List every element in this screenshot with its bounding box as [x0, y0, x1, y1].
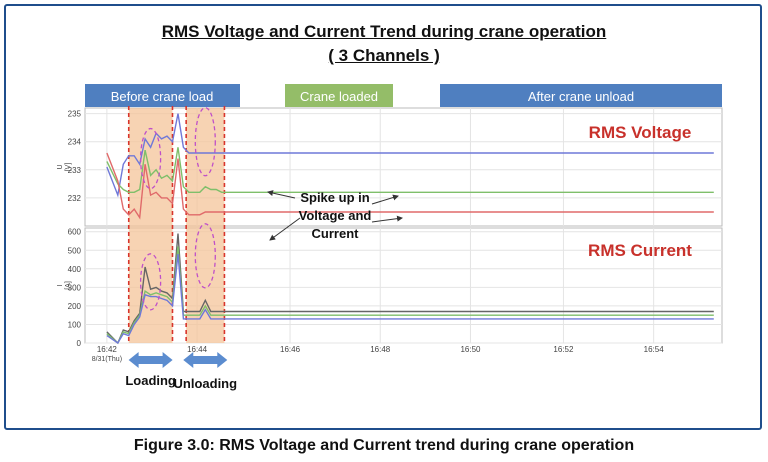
spike-annotation-text: Voltage and — [299, 208, 372, 223]
voltage-y-axis-label: U — [57, 164, 64, 169]
current-y-tick: 0 — [77, 339, 82, 348]
current-y-axis-label: [A] — [65, 281, 72, 290]
voltage-y-tick: 235 — [68, 110, 82, 119]
trend-chart: Before crane load Crane loaded After cra… — [57, 84, 723, 391]
loading-band — [128, 108, 173, 343]
current-y-tick: 400 — [68, 265, 82, 274]
voltage-y-axis-label: [V] — [65, 163, 72, 172]
x-tick-label: 16:44 — [187, 345, 208, 354]
current-y-tick: 500 — [68, 246, 82, 255]
x-tick-label: 16:46 — [280, 345, 301, 354]
unloading-label: Unloading — [174, 376, 238, 391]
spike-annotation-text: Current — [312, 226, 360, 241]
current-series-line-3 — [106, 253, 714, 344]
x-tick-label: 16:50 — [460, 345, 481, 354]
spike-highlight-ellipse — [194, 107, 216, 177]
x-date-label: 8/31(Thu) — [92, 356, 122, 363]
unloading-band — [186, 108, 225, 343]
annotation-arrow — [267, 190, 296, 199]
current-series-line-2 — [106, 246, 714, 345]
spike-highlight-ellipse — [139, 253, 162, 311]
spike-highlight-ellipse — [194, 223, 216, 289]
voltage-series-line-2 — [106, 147, 714, 194]
current-y-tick: 600 — [68, 228, 82, 237]
chart-title: RMS Voltage and Current Trend during cra… — [161, 22, 607, 41]
spike-annotation-text: Spike up in — [300, 190, 369, 205]
current-y-tick: 300 — [68, 283, 82, 292]
current-y-tick: 200 — [68, 302, 82, 311]
voltage-y-tick: 232 — [68, 194, 82, 203]
phase-label-before: Before crane load — [111, 89, 214, 104]
annotation-arrow — [269, 217, 301, 241]
x-tick-label: 16:52 — [553, 345, 574, 354]
annotation-arrow — [371, 215, 403, 223]
phase-label-loaded: Crane loaded — [300, 89, 378, 104]
phase-header-before — [85, 84, 240, 107]
voltage-series-line-1 — [106, 113, 714, 198]
annotation-arrow — [371, 194, 399, 205]
voltage-y-tick: 234 — [68, 138, 82, 147]
loading-label: Loading — [125, 373, 176, 388]
x-tick-label: 16:48 — [370, 345, 391, 354]
voltage-series-line-3 — [106, 152, 714, 220]
x-tick-label: 16:42 — [97, 345, 118, 354]
loading-duration-arrow — [128, 352, 173, 368]
current-series-line-1 — [106, 233, 714, 345]
phase-label-after: After crane unload — [528, 89, 634, 104]
unloading-duration-arrow — [183, 352, 228, 368]
chart-subtitle: ( 3 Channels ) — [328, 46, 440, 65]
phase-header-loaded — [285, 84, 393, 107]
voltage-y-tick: 233 — [68, 166, 82, 175]
spike-highlight-ellipse — [139, 127, 162, 190]
current-label: RMS Current — [588, 241, 692, 260]
voltage-label: RMS Voltage — [589, 123, 692, 142]
current-y-axis-label: I — [57, 284, 64, 286]
phase-header-after — [440, 84, 722, 107]
x-tick-label: 16:54 — [644, 345, 665, 354]
current-y-tick: 100 — [68, 320, 82, 329]
figure-caption: Figure 3.0: RMS Voltage and Current tren… — [133, 437, 635, 454]
